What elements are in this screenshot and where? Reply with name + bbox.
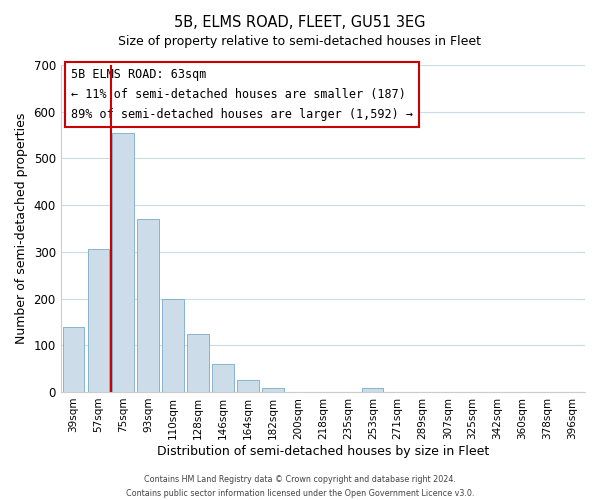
Bar	[262, 388, 284, 392]
Y-axis label: Number of semi-detached properties: Number of semi-detached properties	[15, 113, 28, 344]
Bar	[62, 326, 84, 392]
Text: Size of property relative to semi-detached houses in Fleet: Size of property relative to semi-detach…	[119, 35, 482, 48]
Bar	[362, 388, 383, 392]
Bar	[212, 364, 233, 392]
Text: 5B, ELMS ROAD, FLEET, GU51 3EG: 5B, ELMS ROAD, FLEET, GU51 3EG	[174, 15, 426, 30]
Bar	[112, 132, 134, 392]
Bar	[238, 380, 259, 392]
Text: 5B ELMS ROAD: 63sqm
← 11% of semi-detached houses are smaller (187)
89% of semi-: 5B ELMS ROAD: 63sqm ← 11% of semi-detach…	[71, 68, 413, 122]
Bar	[88, 250, 109, 392]
Bar	[187, 334, 209, 392]
Bar	[137, 219, 158, 392]
Bar	[163, 298, 184, 392]
Text: Contains HM Land Registry data © Crown copyright and database right 2024.
Contai: Contains HM Land Registry data © Crown c…	[126, 476, 474, 498]
X-axis label: Distribution of semi-detached houses by size in Fleet: Distribution of semi-detached houses by …	[157, 444, 489, 458]
